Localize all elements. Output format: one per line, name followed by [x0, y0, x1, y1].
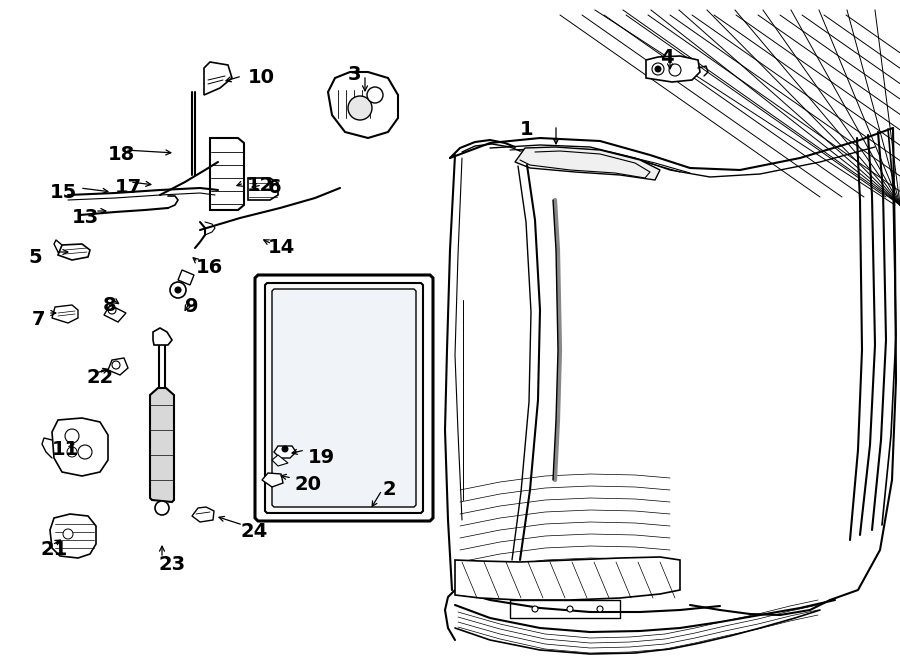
Circle shape	[155, 501, 169, 515]
Circle shape	[567, 606, 573, 612]
Polygon shape	[515, 147, 660, 180]
Text: 12: 12	[247, 176, 274, 195]
Text: 13: 13	[72, 208, 99, 227]
Polygon shape	[455, 557, 680, 600]
Text: 23: 23	[158, 555, 185, 574]
Text: 4: 4	[660, 48, 673, 67]
Text: 7: 7	[32, 310, 46, 329]
Polygon shape	[255, 275, 433, 521]
Polygon shape	[108, 358, 128, 375]
Polygon shape	[150, 388, 174, 502]
Text: 15: 15	[50, 183, 77, 202]
Text: 21: 21	[40, 540, 68, 559]
Polygon shape	[274, 446, 296, 458]
Circle shape	[282, 446, 288, 452]
Circle shape	[112, 361, 120, 369]
Polygon shape	[192, 507, 214, 522]
Polygon shape	[262, 473, 283, 487]
Polygon shape	[328, 72, 398, 138]
Polygon shape	[50, 514, 96, 558]
Polygon shape	[58, 244, 90, 260]
Circle shape	[655, 66, 661, 72]
Text: 10: 10	[248, 68, 275, 87]
Polygon shape	[248, 178, 278, 200]
Circle shape	[367, 87, 383, 103]
Text: 11: 11	[52, 440, 79, 459]
Circle shape	[669, 64, 681, 76]
Text: 18: 18	[108, 145, 135, 164]
Text: 16: 16	[196, 258, 223, 277]
Text: 5: 5	[28, 248, 41, 267]
Polygon shape	[52, 305, 78, 323]
Circle shape	[532, 606, 538, 612]
Polygon shape	[210, 138, 244, 210]
Polygon shape	[272, 455, 288, 466]
Text: 22: 22	[86, 368, 113, 387]
Polygon shape	[272, 289, 416, 507]
Circle shape	[65, 429, 79, 443]
Polygon shape	[153, 328, 172, 345]
Circle shape	[108, 306, 116, 314]
Polygon shape	[178, 270, 194, 285]
Text: 2: 2	[382, 480, 396, 499]
Circle shape	[348, 96, 372, 120]
Text: 19: 19	[308, 448, 335, 467]
Polygon shape	[104, 305, 126, 322]
Polygon shape	[52, 418, 108, 476]
Text: 8: 8	[103, 296, 117, 315]
Circle shape	[170, 282, 186, 298]
Text: 9: 9	[185, 297, 199, 316]
Text: 6: 6	[268, 178, 282, 197]
Circle shape	[67, 447, 77, 457]
Polygon shape	[646, 56, 700, 82]
Text: 20: 20	[295, 475, 322, 494]
Polygon shape	[265, 283, 423, 513]
Polygon shape	[204, 62, 232, 95]
Circle shape	[597, 606, 603, 612]
Text: 17: 17	[115, 178, 142, 197]
Text: 24: 24	[240, 522, 267, 541]
Circle shape	[652, 63, 664, 75]
Text: 1: 1	[520, 120, 534, 139]
Text: 14: 14	[268, 238, 295, 257]
Circle shape	[78, 445, 92, 459]
Circle shape	[175, 287, 181, 293]
Circle shape	[63, 529, 73, 539]
Text: 3: 3	[348, 65, 362, 84]
